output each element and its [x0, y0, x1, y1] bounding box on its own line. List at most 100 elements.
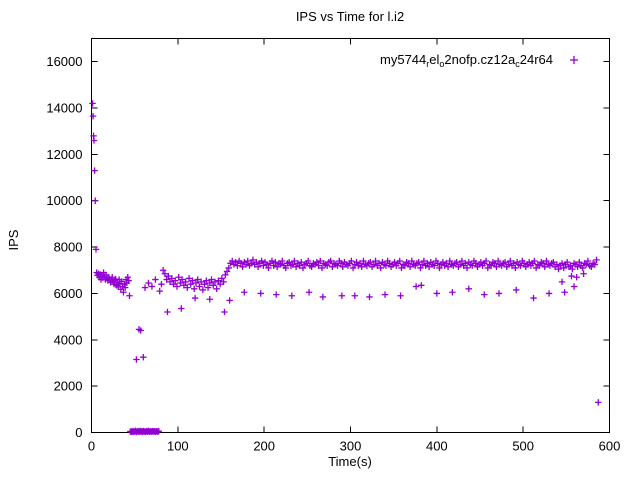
data-point-marker [366, 293, 373, 301]
data-point-marker [218, 275, 226, 282]
data-point-marker [272, 258, 279, 266]
data-point-marker [191, 294, 199, 302]
data-point-marker [469, 262, 476, 269]
data-point-marker [204, 284, 212, 291]
data-point-marker [216, 280, 224, 288]
data-point-marker [221, 308, 228, 316]
x-axis-ticks: 0 100 200 300 400 500 600 [88, 38, 621, 454]
data-point-marker [396, 257, 403, 265]
data-point-marker [576, 258, 583, 266]
data-point-marker [456, 261, 464, 268]
data-point-marker [244, 257, 251, 265]
data-point-marker [561, 289, 568, 296]
data-point-marker [152, 276, 159, 283]
data-point-marker [273, 263, 281, 270]
data-point-marker [424, 260, 431, 267]
data-point-marker [163, 276, 170, 283]
data-point-marker [323, 262, 331, 269]
data-point-marker [481, 291, 488, 298]
data-point-marker [292, 263, 300, 270]
data-point-marker [265, 264, 272, 272]
data-point-marker [296, 262, 303, 269]
chart-legend: my5744relo2nofp.cz12ac24r64 [380, 52, 578, 69]
x-tick-label: 200 [253, 439, 275, 454]
data-point-marker [258, 257, 265, 265]
data-point-marker [433, 290, 441, 297]
data-point-marker [553, 261, 561, 268]
data-point-marker [558, 278, 566, 286]
y-tick-label: 2000 [54, 379, 83, 394]
data-point-marker [91, 167, 98, 174]
data-point-marker [462, 260, 469, 267]
data-point-marker [494, 257, 502, 265]
data-point-marker [254, 263, 262, 270]
data-point-marker [367, 258, 374, 266]
data-point-marker [579, 264, 586, 272]
data-point-marker [543, 257, 550, 265]
data-point-marker [541, 263, 548, 270]
data-point-marker [463, 264, 471, 272]
data-point-marker [334, 262, 341, 269]
data-point-marker [319, 293, 327, 301]
data-point-marker [588, 263, 595, 270]
data-point-marker [92, 197, 99, 204]
y-tick-label: 16000 [46, 54, 82, 69]
x-axis-label: Time(s) [328, 454, 372, 469]
legend-marker-icon [570, 56, 578, 64]
data-point-marker [232, 258, 239, 266]
data-point-marker [593, 256, 600, 264]
data-point-marker [126, 292, 133, 299]
data-point-marker [253, 258, 260, 266]
data-point-marker [329, 263, 336, 270]
data-point-marker [465, 285, 472, 293]
data-point-marker [488, 262, 495, 269]
data-point-marker [191, 285, 198, 293]
data-point-marker [180, 282, 188, 289]
data-point-marker [436, 264, 443, 272]
y-axis-label: IPS [6, 229, 21, 250]
data-point-marker [560, 264, 567, 272]
data-point-marker [356, 260, 364, 267]
data-point-marker [288, 292, 295, 299]
data-point-marker [405, 260, 412, 267]
data-point-marker [415, 258, 422, 266]
data-point-marker [580, 270, 587, 277]
data-point-marker [439, 258, 447, 266]
data-point-marker [425, 263, 433, 270]
data-point-marker [273, 291, 280, 298]
data-point-marker [90, 137, 98, 144]
data-point-marker [165, 272, 172, 280]
data-point-marker [570, 283, 578, 290]
data-point-marker [564, 258, 571, 266]
data-point-marker [569, 265, 576, 273]
data-point-marker [443, 260, 450, 267]
data-point-marker [223, 268, 231, 275]
data-point-marker [501, 258, 509, 266]
x-tick-label: 100 [167, 439, 189, 454]
data-point-marker [477, 258, 485, 266]
x-tick-label: 600 [599, 439, 621, 454]
data-point-marker [140, 353, 147, 361]
data-point-marker [109, 274, 116, 281]
data-point-marker [166, 278, 174, 286]
data-point-marker [493, 263, 500, 270]
data-point-marker [545, 290, 553, 297]
data-point-marker [573, 274, 580, 281]
data-point-marker [348, 257, 355, 265]
data-point-marker [182, 278, 189, 286]
data-point-marker [197, 278, 205, 286]
data-point-marker [145, 279, 152, 287]
data-point-marker [398, 264, 405, 272]
data-point-marker [192, 279, 200, 287]
data-point-marker [574, 263, 581, 270]
data-point-marker [178, 276, 186, 283]
data-point-marker [172, 277, 179, 284]
data-point-marker [184, 284, 191, 291]
x-tick-label: 0 [88, 439, 95, 454]
data-point-marker [532, 264, 540, 272]
data-point-marker [215, 277, 222, 284]
data-point-marker [382, 262, 390, 269]
data-point-marker [520, 260, 528, 267]
data-point-marker [155, 427, 163, 435]
x-tick-label: 500 [512, 439, 534, 454]
